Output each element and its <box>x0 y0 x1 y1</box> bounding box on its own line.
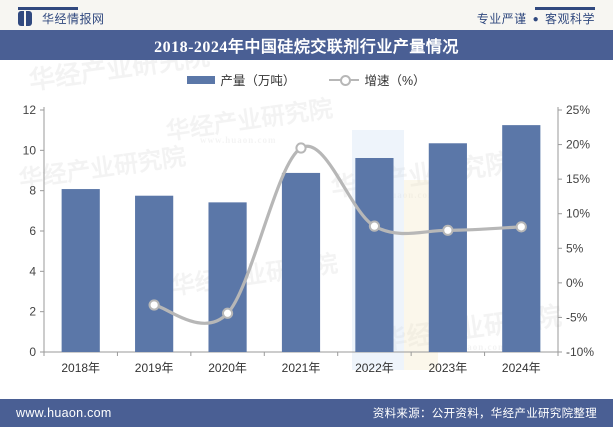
y-axis-left-label: 8 <box>29 184 36 198</box>
legend-bar-swatch-icon <box>187 75 216 84</box>
y-axis-right-label: -5% <box>566 310 588 324</box>
line-marker[interactable] <box>442 224 454 236</box>
y-axis-left-label: 4 <box>29 264 36 278</box>
x-axis-label: 2019年 <box>135 361 174 375</box>
slogan-left: 专业严谨 <box>476 12 527 26</box>
book-icon <box>18 11 35 26</box>
chart-footer: www.huaon.com 资料来源：公开资料，华经产业研究院整理 <box>0 399 613 427</box>
footer-url[interactable]: www.huaon.com <box>16 406 112 420</box>
legend-item-bar[interactable]: 产量（万吨） <box>187 70 295 89</box>
bar[interactable] <box>355 157 394 352</box>
y-axis-left-label: 12 <box>23 103 37 117</box>
legend-label-line: 增速（%） <box>364 74 426 88</box>
y-axis-right-label: 10% <box>566 207 590 221</box>
line-marker[interactable] <box>515 221 527 233</box>
legend-item-line[interactable]: 增速（%） <box>329 70 426 89</box>
header-rule-left <box>18 7 78 10</box>
chart-plot-area: 0 2 4 6 8 10 12 -10% -5% 0% 5% 10% 15% 20% 25% 2018年 201… <box>0 60 613 399</box>
y-axis-right-label: 0% <box>566 276 584 290</box>
footer-source: 资料来源：公开资料，华经产业研究院整理 <box>372 408 597 420</box>
legend-line-swatch-icon <box>329 74 360 86</box>
y-axis-right-label: 20% <box>566 138 590 152</box>
legend-label-bar: 产量（万吨） <box>220 74 296 88</box>
bar[interactable] <box>208 202 247 352</box>
site-slogan: 专业严谨 ● 客观科学 <box>477 10 595 27</box>
brand-name: 华经情报网 <box>42 12 105 26</box>
brand-logo[interactable]: 华经情报网 <box>18 10 105 27</box>
x-axis-label: 2024年 <box>502 361 541 375</box>
bar[interactable] <box>281 172 321 352</box>
bar[interactable] <box>428 143 467 352</box>
y-axis-left-label: 10 <box>23 143 37 157</box>
bar[interactable] <box>61 189 100 352</box>
y-axis-left-label: 2 <box>29 305 36 319</box>
x-axis-label: 2023年 <box>429 361 468 375</box>
y-axis-left-label: 0 <box>29 345 36 359</box>
line-marker[interactable] <box>295 142 307 154</box>
y-axis-left-label: 6 <box>29 224 36 238</box>
y-axis-right-label: 15% <box>566 172 590 186</box>
y-axis-right-label: 5% <box>566 241 584 255</box>
line-marker[interactable] <box>368 220 381 232</box>
x-axis-label: 2021年 <box>282 361 321 375</box>
slogan-right: 客观科学 <box>544 12 595 26</box>
line-marker[interactable] <box>221 307 234 319</box>
line-marker[interactable] <box>148 299 160 311</box>
header-rule-right <box>535 7 595 10</box>
x-axis-label: 2022年 <box>355 361 394 375</box>
chart-container: 华经产业研究院 华经产业研究院 华经产业研究院 华经产业研究院 华经产业研究院 … <box>0 60 613 399</box>
bar[interactable] <box>502 125 541 352</box>
chart-title-band: 2018-2024年中国硅烷交联剂行业产量情况 <box>0 30 613 60</box>
slogan-separator-icon: ● <box>532 14 540 26</box>
site-header: 华经情报网 专业严谨 ● 客观科学 <box>0 0 613 30</box>
page-title: 2018-2024年中国硅烷交联剂行业产量情况 <box>154 39 459 56</box>
y-axis-right-label: 25% <box>566 103 590 117</box>
chart-legend: 产量（万吨） 增速（%） <box>0 70 613 89</box>
x-axis-label: 2020年 <box>208 361 247 375</box>
bar[interactable] <box>135 195 174 352</box>
chart-svg: 0 2 4 6 8 10 12 -10% -5% 0% 5% 10% 15% 20% 25% 2018年 201… <box>23 103 595 375</box>
x-axis-label: 2018年 <box>61 361 100 375</box>
y-axis-right-label: -10% <box>566 345 594 359</box>
